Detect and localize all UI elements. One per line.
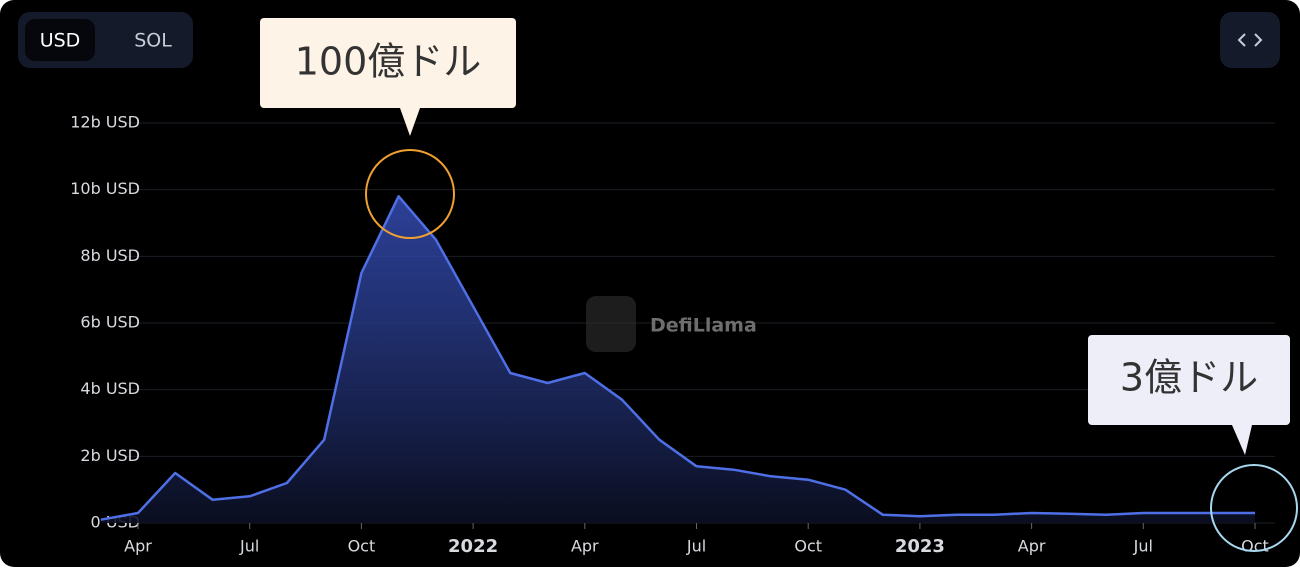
x-tick-label: Apr [124, 537, 152, 556]
y-tick-label: 8b USD [80, 246, 140, 265]
callout-pointer [400, 108, 420, 136]
callout-box [1088, 335, 1290, 425]
x-tick-label: 2023 [895, 536, 945, 557]
x-tick-label: Oct [794, 537, 822, 556]
watermark-logo [586, 296, 636, 352]
watermark: DefiLlama [650, 315, 757, 337]
callout-box [260, 18, 516, 108]
y-tick-label: 2b USD [80, 446, 140, 465]
x-tick-label: Apr [1018, 537, 1046, 556]
x-tick-label: Oct [348, 537, 376, 556]
y-tick-label: 10b USD [70, 179, 140, 198]
toggle-active[interactable] [25, 19, 95, 61]
callout-pointer [1232, 425, 1252, 455]
embed-button[interactable] [1220, 12, 1280, 68]
y-tick-label: 4b USD [80, 379, 140, 398]
x-tick-label: Jul [1133, 537, 1153, 556]
y-tick-label: 12b USD [70, 113, 140, 132]
toggle-sol[interactable]: SOL [134, 30, 172, 52]
x-tick-label: 2022 [448, 536, 498, 557]
line [100, 195, 1255, 521]
highlight-circle [365, 149, 455, 239]
x-tick-label: Oct [1241, 537, 1269, 556]
highlight-circle [1210, 464, 1298, 552]
y-tick-label: 6b USD [80, 313, 140, 332]
callout-text: 3億ドル [1120, 356, 1258, 400]
x-tick-label: Apr [571, 537, 599, 556]
area [100, 196, 1255, 524]
toggle-usd[interactable]: USD [40, 30, 81, 52]
embed-icon [1237, 33, 1263, 47]
x-tick-label: Jul [239, 537, 259, 556]
callout-text: 100億ドル [295, 40, 482, 84]
x-tick-label: Jul [686, 537, 706, 556]
